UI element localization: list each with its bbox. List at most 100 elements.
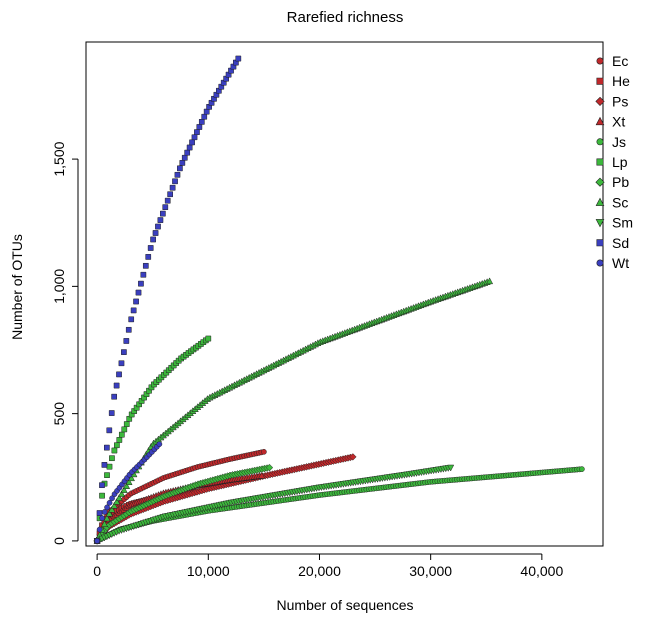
axes: 0 10,000 20,000 30,000 40,000 0 500 1,000 1,500: [51, 141, 563, 579]
legend-label: Pb: [612, 174, 629, 190]
data-point: [579, 466, 585, 472]
legend-marker: [596, 259, 604, 267]
legend-marker: [596, 57, 604, 65]
data-point: [110, 501, 118, 509]
plot-frame: [85, 41, 604, 547]
data-point: [261, 449, 267, 455]
data-point: [123, 482, 131, 489]
data-point: [108, 410, 115, 416]
data-point: [155, 223, 161, 230]
data-point: [128, 316, 135, 323]
data-point: [99, 492, 105, 499]
data-point: [104, 444, 110, 451]
data-point: [101, 462, 108, 468]
legend-label: Sd: [612, 235, 629, 251]
data-point: [121, 426, 128, 433]
data-point: [172, 178, 178, 185]
legend-marker: [595, 116, 605, 126]
data-point: [115, 493, 123, 501]
data-point: [120, 486, 128, 493]
data-point: [113, 497, 121, 505]
data-point: [198, 119, 205, 125]
data-point: [196, 124, 203, 130]
data-point: [157, 217, 164, 223]
legend-label: Ps: [612, 93, 628, 109]
data-point: [104, 472, 110, 479]
data-point: [99, 482, 105, 489]
data-point: [162, 204, 169, 210]
data-point: [125, 478, 133, 486]
legend-item-sm: Sm: [595, 215, 633, 231]
data-point: [138, 280, 144, 287]
legend-label: Js: [612, 134, 626, 150]
data-point: [140, 271, 147, 278]
data-point: [156, 441, 163, 447]
data-point: [100, 520, 109, 527]
data-point: [103, 514, 111, 522]
data-point: [106, 427, 113, 434]
data-point: [186, 144, 193, 151]
legend-label: Lp: [612, 154, 628, 170]
legend-label: He: [612, 73, 630, 89]
data-point: [118, 431, 125, 438]
series-ec: [94, 449, 267, 544]
legend-marker: [596, 158, 604, 166]
x-axis-label: Number of sequences: [277, 597, 414, 613]
data-point: [258, 471, 266, 479]
legend-marker: [596, 239, 604, 247]
data-point: [179, 160, 186, 166]
chart-title: Rarefied richness: [287, 9, 404, 26]
data-point: [145, 254, 152, 260]
legend-marker: [595, 96, 605, 106]
legend-item-js: Js: [596, 134, 626, 150]
y-tick-label: 1,500: [51, 141, 67, 176]
legend-marker: [596, 77, 604, 85]
data-point: [447, 464, 455, 472]
data-point: [104, 504, 110, 511]
data-point: [194, 129, 200, 135]
data-point: [111, 393, 118, 400]
data-point: [99, 515, 105, 521]
data-point: [116, 371, 122, 378]
series-sc: [93, 277, 494, 544]
data-point: [118, 360, 125, 367]
data-point: [167, 191, 174, 198]
legend-item-ps: Ps: [595, 93, 628, 109]
legend-item-pb: Pb: [595, 174, 629, 190]
data-point: [123, 338, 130, 344]
data-point: [191, 134, 198, 141]
data-point: [201, 113, 208, 120]
data-point: [109, 495, 115, 502]
data-point: [123, 421, 130, 427]
data-point: [121, 349, 127, 355]
data-point: [125, 326, 132, 333]
series-wt: [94, 441, 163, 544]
legend-marker: [595, 177, 605, 187]
legend-label: Sc: [612, 194, 628, 210]
data-point: [105, 509, 113, 517]
legend-item-sd: Sd: [596, 235, 629, 251]
legend-item-lp: Lp: [596, 154, 628, 170]
legend-label: Wt: [612, 255, 629, 271]
data-point: [181, 154, 188, 161]
data-point: [96, 526, 103, 533]
data-point: [106, 500, 113, 506]
data-point: [127, 474, 135, 482]
legend-label: Sm: [612, 215, 633, 231]
legend-marker: [595, 197, 605, 206]
data-point: [150, 236, 156, 243]
data-point: [160, 210, 166, 217]
data-point: [108, 505, 116, 513]
legend: Ec He Ps Xt Js Lp Pb Sc Sm Sd Wt: [595, 53, 633, 271]
x-tick-label: 30,000: [409, 563, 452, 579]
series-sd: [94, 55, 242, 544]
data-point: [205, 335, 212, 342]
data-point: [142, 262, 149, 269]
data-point: [109, 455, 115, 462]
data-point: [164, 197, 171, 204]
x-tick-label: 40,000: [520, 563, 563, 579]
legend-item-he: He: [596, 73, 630, 89]
data-point: [113, 382, 120, 389]
